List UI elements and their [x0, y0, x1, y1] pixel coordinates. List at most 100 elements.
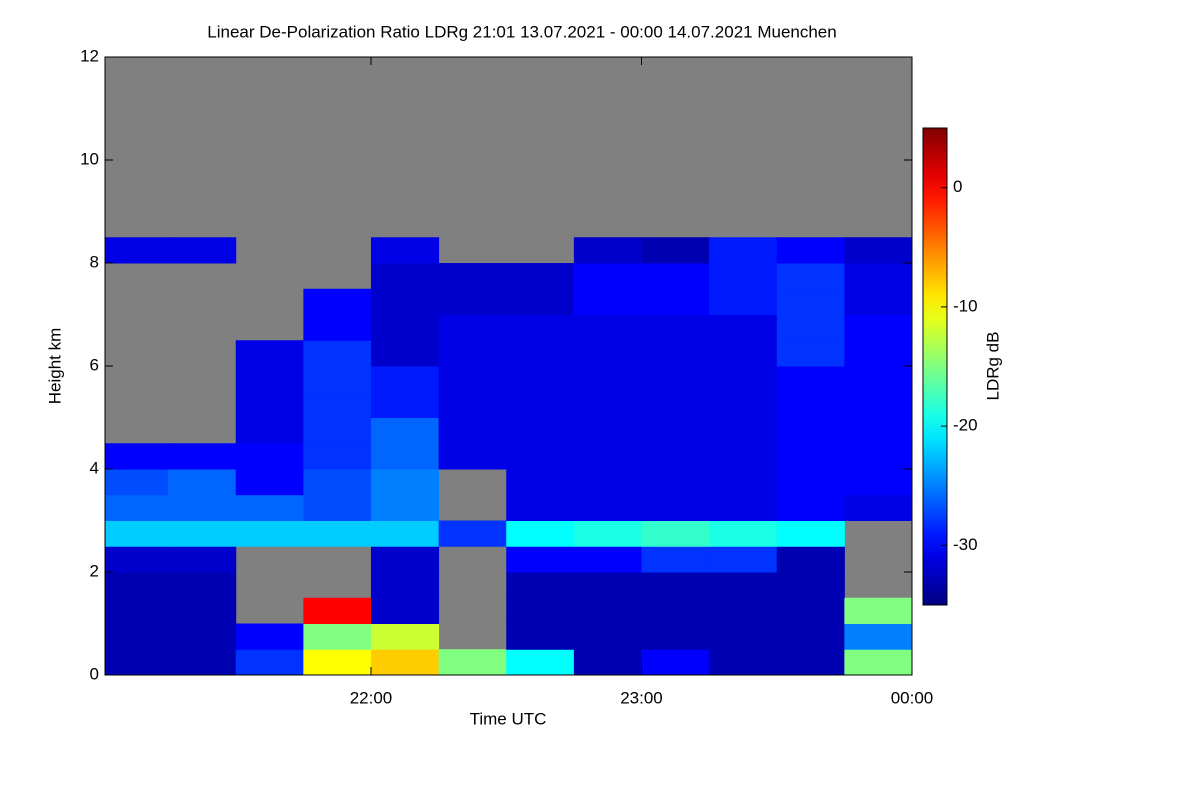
- heat-cell: [844, 417, 912, 444]
- heat-cell: [573, 494, 642, 521]
- heat-cell: [709, 623, 778, 650]
- heat-cell: [844, 623, 912, 650]
- heat-cell: [168, 520, 237, 547]
- heat-cell: [168, 237, 237, 264]
- heat-cell: [105, 572, 169, 599]
- heat-cell: [370, 417, 440, 444]
- heat-cell: [303, 288, 372, 315]
- heat-cell: [641, 443, 710, 470]
- colorbar-tick-label: 0: [953, 177, 962, 196]
- heat-cell: [641, 237, 710, 264]
- heat-cell: [641, 597, 710, 624]
- heat-cell: [844, 391, 912, 418]
- heat-cell: [641, 572, 710, 599]
- heat-cell: [105, 546, 169, 573]
- x-tick-label: 22:00: [350, 688, 393, 707]
- heat-cell: [506, 263, 575, 290]
- heat-cell: [776, 417, 845, 444]
- colorbar-frame: [922, 127, 948, 606]
- heat-cell: [303, 443, 372, 470]
- heat-cell: [105, 237, 169, 264]
- heat-cell: [709, 572, 778, 599]
- x-tick-label: 23:00: [620, 688, 663, 707]
- heat-cell: [370, 443, 440, 470]
- heat-cell: [844, 263, 912, 290]
- heat-cell: [105, 469, 169, 496]
- heat-cell: [303, 314, 372, 341]
- heat-cell: [776, 572, 845, 599]
- heat-cell: [506, 623, 575, 650]
- heat-cell: [303, 597, 372, 624]
- heat-cell: [776, 314, 845, 341]
- chart-title: Linear De-Polarization Ratio LDRg 21:01 …: [207, 22, 836, 41]
- heat-cell: [709, 237, 778, 264]
- heat-cell: [641, 288, 710, 315]
- heat-cell: [370, 340, 440, 367]
- heat-cell: [776, 649, 845, 675]
- y-tick-label: 8: [90, 252, 99, 271]
- heat-cell: [709, 469, 778, 496]
- heat-cell: [776, 237, 845, 264]
- heat-cell: [844, 443, 912, 470]
- heat-cell: [370, 546, 440, 573]
- heat-cell: [105, 649, 169, 675]
- heat-cell: [370, 314, 440, 341]
- heat-cell: [573, 572, 642, 599]
- heat-cell: [641, 391, 710, 418]
- heat-cell: [235, 340, 304, 367]
- y-tick-label: 6: [90, 355, 99, 374]
- heat-cell: [844, 237, 912, 264]
- heat-cell: [709, 546, 778, 573]
- heat-cell: [506, 494, 575, 521]
- heat-cell: [303, 469, 372, 496]
- y-tick-label: 2: [90, 561, 99, 580]
- heat-cell: [506, 597, 575, 624]
- heat-cell: [235, 649, 304, 675]
- heat-cell: [844, 288, 912, 315]
- heat-cell: [370, 263, 440, 290]
- heat-cell: [370, 520, 440, 547]
- heat-cell: [506, 572, 575, 599]
- heat-cell: [168, 597, 237, 624]
- heat-cell: [370, 649, 440, 675]
- heat-cell: [105, 623, 169, 650]
- heat-cell: [168, 649, 237, 675]
- heat-cell: [438, 340, 507, 367]
- heat-cell: [105, 443, 169, 470]
- heat-cell: [573, 366, 642, 393]
- heat-cell: [776, 494, 845, 521]
- colorbar-tick-label: -30: [953, 535, 978, 554]
- heat-cell: [776, 443, 845, 470]
- heat-cell: [235, 494, 304, 521]
- heat-cell: [370, 572, 440, 599]
- heat-cell: [506, 649, 575, 675]
- heat-cell: [303, 366, 372, 393]
- heatmap: [105, 237, 912, 675]
- heat-cell: [573, 340, 642, 367]
- heat-cell: [370, 623, 440, 650]
- heat-cell: [506, 391, 575, 418]
- heat-cell: [168, 443, 237, 470]
- heat-cell: [506, 288, 575, 315]
- heat-cell: [506, 546, 575, 573]
- x-axis-label: Time UTC: [470, 709, 547, 728]
- heat-cell: [709, 417, 778, 444]
- heat-cell: [370, 237, 440, 264]
- heat-cell: [303, 649, 372, 675]
- heat-cell: [438, 288, 507, 315]
- heat-cell: [573, 417, 642, 444]
- heat-cell: [573, 314, 642, 341]
- heat-cell: [776, 469, 845, 496]
- heat-cell: [438, 443, 507, 470]
- heat-cell: [573, 443, 642, 470]
- heat-cell: [235, 417, 304, 444]
- heat-cell: [709, 494, 778, 521]
- heat-cell: [438, 520, 507, 547]
- heat-cell: [303, 623, 372, 650]
- heat-cell: [438, 649, 507, 675]
- colorbar-tick-label: -20: [953, 416, 978, 435]
- heat-cell: [573, 469, 642, 496]
- heat-cell: [438, 391, 507, 418]
- heat-cell: [709, 314, 778, 341]
